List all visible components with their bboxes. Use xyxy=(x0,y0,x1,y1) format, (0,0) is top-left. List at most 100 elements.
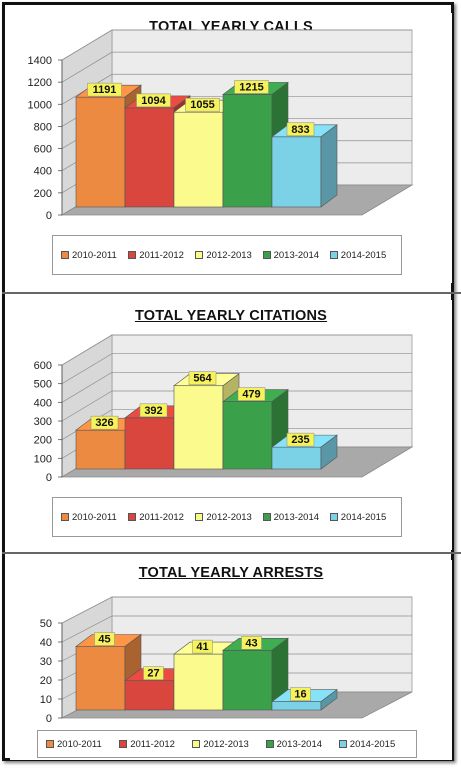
y-tick-label: 300 xyxy=(34,416,52,428)
legend-item-2011-2012: 2011-2012 xyxy=(119,731,175,757)
legend-label: 2011-2012 xyxy=(139,511,184,523)
y-tick-label: 1400 xyxy=(28,55,52,67)
y-tick-label: 0 xyxy=(46,713,52,725)
bar-front xyxy=(124,107,175,208)
bar-front xyxy=(173,385,224,470)
data-label: 479 xyxy=(242,389,260,401)
bar-2014-2015: 235 xyxy=(271,432,338,470)
y-tick-label: 1200 xyxy=(28,77,52,89)
y-tick-label: 600 xyxy=(34,360,52,372)
legend-item-2013-2014: 2013-2014 xyxy=(262,236,320,274)
legend-item-2014-2015: 2014-2015 xyxy=(338,731,395,757)
panel-divider xyxy=(2,292,461,294)
legend-item-2010-2011: 2010-2011 xyxy=(61,498,117,536)
legend-item-2014-2015: 2014-2015 xyxy=(329,498,387,536)
data-label: 1094 xyxy=(141,95,166,107)
y-tick-label: 30 xyxy=(40,656,52,668)
legend-item-2013-2014: 2013-2014 xyxy=(262,498,319,536)
data-label-box xyxy=(94,632,115,646)
legend-swatch xyxy=(61,513,69,521)
chart-legend: 2010-2011 2011-2012 2012-2013 2013-2014 2014… xyxy=(37,730,417,758)
legend-item-2014-2015: 2014-2015 xyxy=(329,236,386,274)
data-label-box xyxy=(90,415,119,430)
chart-title: TOTAL YEARLY CITATIONS xyxy=(134,308,328,324)
data-label: 43 xyxy=(245,637,257,649)
legend-swatch xyxy=(262,251,271,259)
legend-label: 2013-2014 xyxy=(276,738,323,750)
data-label: 1191 xyxy=(93,84,117,96)
gridline xyxy=(61,390,412,422)
legend-label: 2014-2015 xyxy=(340,511,387,523)
data-label-box xyxy=(136,93,171,108)
bar-front xyxy=(271,136,322,208)
bar-front xyxy=(124,680,175,711)
gridline xyxy=(61,334,412,366)
data-label-box xyxy=(241,636,262,650)
legend-item-2012-2013: 2012-2013 xyxy=(192,731,249,757)
y-tick-label: 500 xyxy=(34,379,52,391)
data-label-box xyxy=(139,403,168,418)
legend-swatch xyxy=(329,251,338,259)
legend-item-2010-2011: 2010-2011 xyxy=(61,236,117,274)
calls-chart-panel: TOTAL YEARLY CALLS 0 200 400 600 800 1000 1200… xyxy=(10,13,452,283)
data-label-box xyxy=(185,97,220,112)
bar-front xyxy=(75,646,126,711)
y-tick-label: 100 xyxy=(34,453,52,465)
bar-front xyxy=(173,111,224,208)
gridline xyxy=(61,29,412,61)
gridline xyxy=(61,596,412,624)
chart-title: TOTAL YEARLY ARRESTS xyxy=(138,565,324,581)
data-label-box xyxy=(290,687,311,701)
data-label: 27 xyxy=(147,668,159,680)
legend-label: 2012-2013 xyxy=(206,511,252,523)
legend-item-2013-2014: 2013-2014 xyxy=(265,731,323,757)
legend-swatch xyxy=(262,513,271,521)
legend-item-2011-2012: 2011-2012 xyxy=(128,236,184,274)
legend-item-2012-2013: 2012-2013 xyxy=(195,236,252,274)
legend-label: 2010-2011 xyxy=(57,738,102,750)
gridline xyxy=(61,615,412,643)
bar-front xyxy=(75,96,126,208)
chart-legend: 2010-2011 2011-2012 2012-2013 2013-2014 2014… xyxy=(52,497,402,537)
bar-front xyxy=(222,650,273,711)
y-tick-label: 800 xyxy=(34,121,52,133)
legend-label: 2012-2013 xyxy=(206,249,252,261)
legend-item-2012-2013: 2012-2013 xyxy=(195,498,252,536)
legend-swatch xyxy=(128,513,137,521)
bar-2014-2015: 16 xyxy=(271,687,338,711)
bar-2012-2013: 564 xyxy=(173,371,240,470)
legend-label: 2010-2011 xyxy=(72,511,117,523)
legend-item-2010-2011: 2010-2011 xyxy=(46,731,102,757)
bar-front xyxy=(75,429,126,470)
legend-swatch xyxy=(265,740,274,748)
data-label-box xyxy=(143,666,164,680)
data-label: 41 xyxy=(196,641,208,653)
data-label: 235 xyxy=(291,434,309,446)
data-label-box xyxy=(286,432,315,447)
y-tick-label: 400 xyxy=(34,397,52,409)
y-tick-label: 200 xyxy=(34,435,52,447)
legend-label: 2011-2012 xyxy=(130,738,175,750)
bar-front xyxy=(271,701,322,711)
data-label-box xyxy=(286,122,315,137)
gridline xyxy=(61,73,412,105)
bar-front xyxy=(271,446,322,470)
data-label-box xyxy=(87,82,122,97)
legend-swatch xyxy=(46,740,54,748)
citations-chart-panel: TOTAL YEARLY CITATIONS 0 100 200 300 400 500 6… xyxy=(10,300,452,550)
data-label: 833 xyxy=(291,124,309,136)
legend-label: 2010-2011 xyxy=(72,249,117,261)
data-label-box xyxy=(234,80,269,94)
y-tick-label: 10 xyxy=(40,694,52,706)
chart-legend: 2010-2011 2011-2012 2012-2013 2013-2014 2014… xyxy=(52,235,402,275)
data-label: 1055 xyxy=(190,99,214,111)
calls-bar-chart: 0 200 400 600 800 1000 1200 1400 1191 1094 1055 121… xyxy=(28,29,414,222)
legend-item-2011-2012: 2011-2012 xyxy=(128,498,184,536)
bar-front xyxy=(124,417,175,470)
y-tick-label: 200 xyxy=(34,188,52,200)
y-tick-label: 50 xyxy=(40,618,52,630)
data-label: 1215 xyxy=(239,81,263,93)
gridline xyxy=(61,371,412,403)
legend-label: 2013-2014 xyxy=(273,249,320,261)
